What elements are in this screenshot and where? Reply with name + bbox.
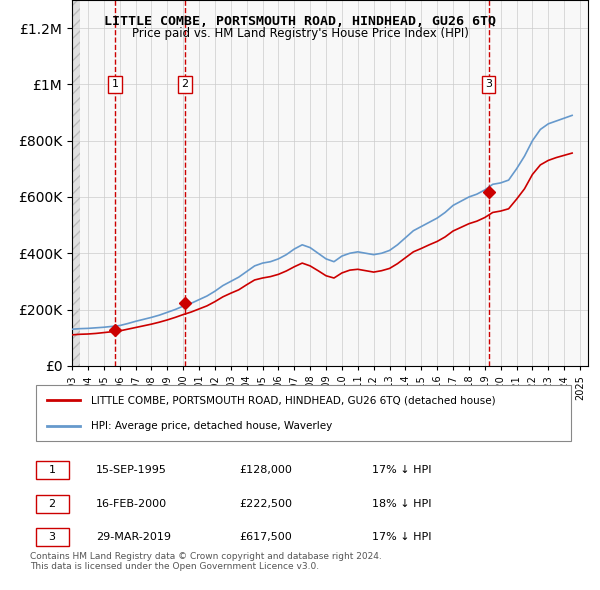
FancyBboxPatch shape bbox=[35, 494, 68, 513]
Text: £222,500: £222,500 bbox=[240, 499, 293, 509]
Text: LITTLE COMBE, PORTSMOUTH ROAD, HINDHEAD, GU26 6TQ: LITTLE COMBE, PORTSMOUTH ROAD, HINDHEAD,… bbox=[104, 15, 496, 28]
Text: Contains HM Land Registry data © Crown copyright and database right 2024.
This d: Contains HM Land Registry data © Crown c… bbox=[30, 552, 382, 571]
Text: 1: 1 bbox=[49, 466, 56, 476]
FancyBboxPatch shape bbox=[35, 527, 68, 546]
Text: Price paid vs. HM Land Registry's House Price Index (HPI): Price paid vs. HM Land Registry's House … bbox=[131, 27, 469, 40]
Text: 16-FEB-2000: 16-FEB-2000 bbox=[96, 499, 167, 509]
Text: 1: 1 bbox=[112, 80, 119, 90]
Text: LITTLE COMBE, PORTSMOUTH ROAD, HINDHEAD, GU26 6TQ (detached house): LITTLE COMBE, PORTSMOUTH ROAD, HINDHEAD,… bbox=[91, 395, 496, 405]
Text: 15-SEP-1995: 15-SEP-1995 bbox=[96, 466, 167, 476]
FancyBboxPatch shape bbox=[35, 461, 68, 480]
Text: 29-MAR-2019: 29-MAR-2019 bbox=[96, 532, 171, 542]
Text: £128,000: £128,000 bbox=[240, 466, 293, 476]
Text: £617,500: £617,500 bbox=[240, 532, 293, 542]
Text: 17% ↓ HPI: 17% ↓ HPI bbox=[372, 532, 432, 542]
Text: 3: 3 bbox=[49, 532, 56, 542]
Text: 17% ↓ HPI: 17% ↓ HPI bbox=[372, 466, 432, 476]
Text: HPI: Average price, detached house, Waverley: HPI: Average price, detached house, Wave… bbox=[91, 421, 332, 431]
Text: 2: 2 bbox=[49, 499, 56, 509]
Text: 18% ↓ HPI: 18% ↓ HPI bbox=[372, 499, 432, 509]
Text: 3: 3 bbox=[485, 80, 492, 90]
Text: 2: 2 bbox=[181, 80, 188, 90]
FancyBboxPatch shape bbox=[35, 385, 571, 441]
Bar bbox=[72, 0, 80, 366]
